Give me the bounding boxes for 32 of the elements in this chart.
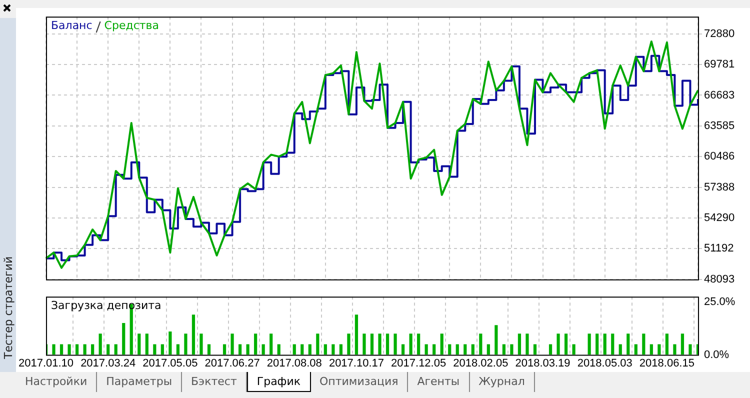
x-tick-label: 2018.05.03 xyxy=(577,357,632,370)
y-tick-label: 63585 xyxy=(704,120,735,132)
chart-title: Загрузка депозита xyxy=(51,298,162,312)
x-tick-label: 2017.12.05 xyxy=(391,357,446,370)
x-tick-label: 2017.03.24 xyxy=(80,357,136,370)
x-tick-label: 2017.06.27 xyxy=(204,357,260,370)
text: Агенты xyxy=(408,372,470,392)
x-tick-label: 2017.08.08 xyxy=(266,357,322,370)
text: Баланс xyxy=(51,18,92,32)
y-tick-label: 51192 xyxy=(704,242,734,255)
y-tick-label: 0.0% xyxy=(704,348,730,361)
y-tick-label: 57388 xyxy=(704,181,735,194)
x-tick-label: 2018.06.15 xyxy=(639,357,694,370)
y-tick-label: 48093 xyxy=(704,273,735,286)
text: Настройки xyxy=(16,372,98,392)
y-tick-label: 60486 xyxy=(704,150,735,163)
text: Тестер стратегий xyxy=(2,256,15,359)
y-tick-label: 72880 xyxy=(704,28,735,40)
y-tick-label: 66683 xyxy=(704,89,735,102)
x-tick-label: 2017.10.17 xyxy=(328,357,384,370)
text: Параметры xyxy=(97,372,182,392)
y-tick-label: 25.0% xyxy=(704,296,736,308)
text: Бэктест xyxy=(182,372,247,392)
x-tick-label: 2018.02.05 xyxy=(453,357,508,370)
x-tick-label: 2017.05.05 xyxy=(142,357,198,370)
text: Оптимизация xyxy=(310,372,408,392)
text: Журнал xyxy=(470,372,535,392)
x-tick-label: 2018.03.19 xyxy=(515,357,570,370)
y-tick-label: 69781 xyxy=(704,58,735,71)
x-tick-label: 2017.01.10 xyxy=(18,357,74,370)
y-tick-label: 54290 xyxy=(704,212,735,224)
text: Средства xyxy=(104,18,160,32)
